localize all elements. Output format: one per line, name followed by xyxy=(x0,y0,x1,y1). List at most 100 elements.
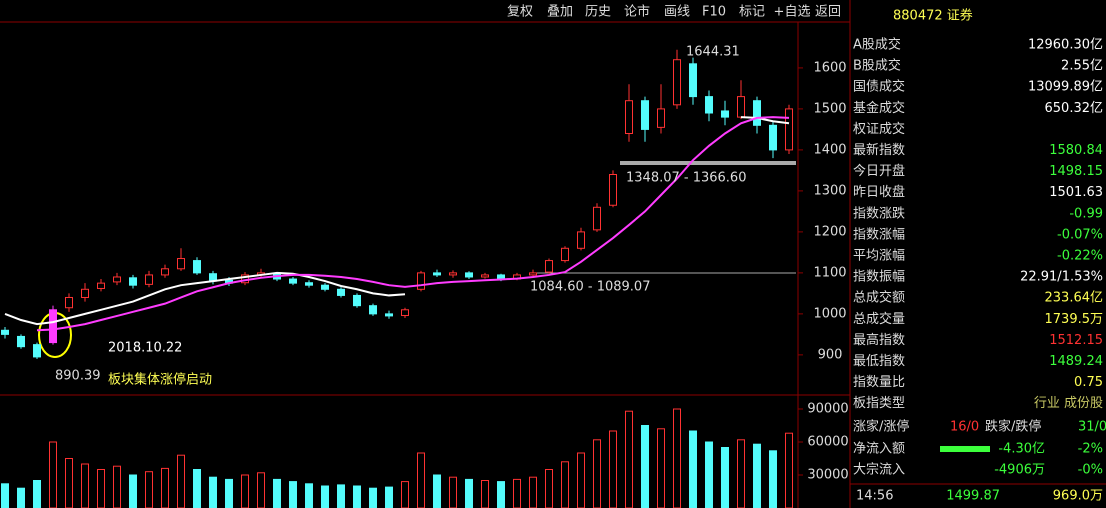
status-price: 1499.87 xyxy=(946,489,1000,504)
candle-body xyxy=(657,108,665,128)
flow-value: -4906万 xyxy=(994,463,1045,478)
candle-body xyxy=(689,63,697,98)
volume-bar xyxy=(497,481,505,508)
flow-bar xyxy=(940,446,990,452)
status-time: 14:56 xyxy=(856,489,893,504)
flow-pct: -0% xyxy=(1078,463,1103,478)
candle-body xyxy=(529,272,537,276)
candle-body xyxy=(609,173,617,206)
y-tick-label: 1100 xyxy=(813,265,846,280)
stat-value: -0.07% xyxy=(1057,227,1103,242)
flow-value: -4.30亿 xyxy=(998,442,1045,457)
annotation: 板块集体涨停启动 xyxy=(108,372,212,388)
volume-bar xyxy=(689,430,697,508)
toolbar-button[interactable]: +自选 xyxy=(774,5,811,20)
volume-bar xyxy=(401,481,409,508)
flow-label: 大宗流入 xyxy=(853,462,905,478)
toolbar-button[interactable]: 论市 xyxy=(624,4,650,20)
y-tick-label: 90000 xyxy=(807,402,848,417)
annotation: 1084.60 - 1089.07 xyxy=(530,280,650,295)
candle-body xyxy=(673,59,681,106)
annotation: 1644.31 xyxy=(686,45,740,60)
y-tick-label: 30000 xyxy=(807,468,848,483)
annotation: 890.39 xyxy=(55,369,101,384)
stat-value: 1501.63 xyxy=(1049,185,1103,200)
toolbar-button[interactable]: 画线 xyxy=(664,5,690,20)
stat-label: 今日开盘 xyxy=(853,163,905,179)
volume-bar xyxy=(481,480,489,508)
y-tick-label: 1200 xyxy=(813,224,846,239)
candle-body xyxy=(753,100,761,126)
toolbar-button[interactable]: 叠加 xyxy=(547,5,573,20)
volume-bar xyxy=(769,450,777,508)
volume-bar xyxy=(785,432,793,508)
candle-body xyxy=(545,260,553,273)
stat-label: 最低指数 xyxy=(853,354,905,369)
volume-bar xyxy=(225,478,233,508)
panel-title: 880472 证券 xyxy=(893,8,973,24)
volume-bar xyxy=(321,485,329,508)
volume-bar xyxy=(145,471,153,508)
toolbar-button[interactable]: F10 xyxy=(702,5,726,20)
candle-body xyxy=(161,268,169,276)
stat-label: 权证成交 xyxy=(853,121,905,137)
volume-bar xyxy=(257,472,265,508)
volume-bar xyxy=(417,452,425,508)
candle-body xyxy=(321,284,329,290)
stat-label: 总成交量 xyxy=(853,311,905,327)
candle-body xyxy=(177,258,185,270)
volume-bar xyxy=(641,425,649,508)
toolbar-button[interactable]: 复权 xyxy=(507,4,533,20)
volume-bar xyxy=(433,474,441,508)
candle-body xyxy=(337,288,345,296)
stat-label: 平均涨幅 xyxy=(853,249,905,264)
stat-value: 233.64亿 xyxy=(1045,291,1104,306)
candle-body xyxy=(65,296,73,309)
stat-label: 指数量比 xyxy=(853,375,905,390)
volume-bar xyxy=(513,478,521,508)
stat-label: 板指类型 xyxy=(853,396,905,411)
volume-bar xyxy=(449,476,457,508)
y-tick-label: 1600 xyxy=(813,60,846,75)
volume-bar xyxy=(353,485,361,508)
stat-label: 总成交额 xyxy=(853,290,905,306)
toolbar-button[interactable]: 历史 xyxy=(585,5,611,20)
candle-body xyxy=(353,294,361,307)
flow-label: 净流入额 xyxy=(853,442,905,457)
candle-body xyxy=(129,277,137,286)
candle-body xyxy=(17,335,25,348)
candle-body xyxy=(593,206,601,231)
volume-bar xyxy=(65,458,73,508)
candle-body xyxy=(577,231,585,249)
candle-body xyxy=(769,124,777,151)
y-tick-label: 900 xyxy=(818,347,843,362)
candle-body xyxy=(193,260,201,274)
volume-bar xyxy=(753,443,761,508)
limit-value: 16/0 xyxy=(950,420,979,435)
volume-bar xyxy=(49,441,57,508)
stat-value: 1489.24 xyxy=(1049,354,1103,369)
candle-body xyxy=(81,288,89,298)
y-tick-label: 1500 xyxy=(813,101,846,116)
stat-value: 2.55亿 xyxy=(1061,59,1103,74)
stat-label: 国债成交 xyxy=(853,79,905,95)
volume-bar xyxy=(593,439,601,508)
candle-body xyxy=(641,100,649,130)
volume-bar xyxy=(289,481,297,508)
limit-value: 31/0 xyxy=(1078,420,1106,435)
toolbar-button[interactable]: 返回 xyxy=(815,5,841,20)
toolbar-button[interactable]: 标记 xyxy=(739,5,765,20)
stat-value: 行业 成份股 xyxy=(1034,396,1103,411)
candle-body xyxy=(33,344,41,358)
stat-value: 1512.15 xyxy=(1049,333,1103,348)
candle-body xyxy=(625,100,633,135)
y-tick-label: 60000 xyxy=(807,435,848,450)
volume-bar xyxy=(625,410,633,508)
stat-value: 650.32亿 xyxy=(1045,101,1104,116)
volume-bar xyxy=(385,486,393,508)
annotation: 2018.10.22 xyxy=(108,341,182,356)
candle-body xyxy=(465,272,473,278)
volume-bar xyxy=(369,487,377,508)
candle-body xyxy=(737,96,745,118)
